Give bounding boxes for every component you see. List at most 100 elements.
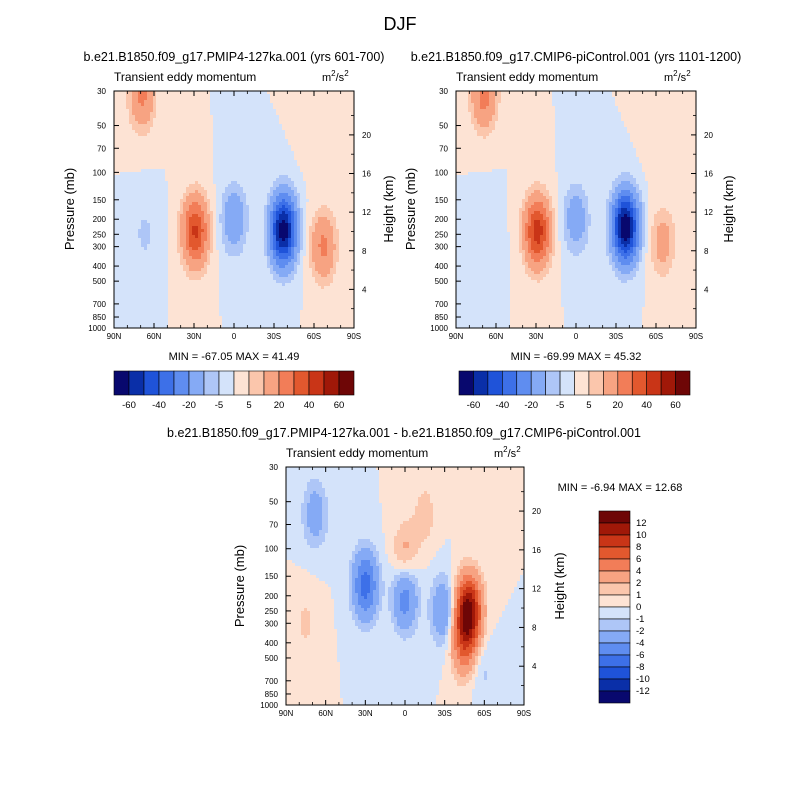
y2-tick-label: 8 <box>362 247 367 256</box>
x-tick-label: 90N <box>449 332 464 341</box>
min-max-stats: MIN = -6.94 MAX = 12.68 <box>558 482 683 494</box>
min-max-stats: MIN = -67.05 MAX = 41.49 <box>169 351 300 363</box>
colorbar: -60 -40 -20 -5 5 20 40 60 <box>113 370 355 411</box>
x-tick-label: 60S <box>307 332 321 341</box>
y-tick-label: 250 <box>93 230 107 239</box>
colorbar-box <box>598 654 631 668</box>
y2-tick-label: 4 <box>532 662 537 671</box>
y-tick-label: 700 <box>93 300 107 309</box>
colorbar-label: 60 <box>334 400 345 411</box>
y2-tick-label: 4 <box>362 285 367 294</box>
panel-title: b.e21.B1850.f09_g17.PMIP4-127ka.001 (yrs… <box>84 50 385 64</box>
y-tick-label: 150 <box>265 572 279 581</box>
colorbar-label: -5 <box>556 400 564 411</box>
colorbar-box <box>603 370 619 396</box>
y2-axis-label: Height (km) <box>381 175 396 242</box>
colorbar-box <box>278 370 295 396</box>
y2-tick-label: 20 <box>362 131 371 140</box>
y-tick-label: 700 <box>265 677 279 686</box>
units-label: m2/s2 <box>494 445 521 460</box>
colorbar-box <box>598 570 631 584</box>
x-tick-label: 60S <box>477 709 491 718</box>
y-tick-label: 850 <box>435 313 449 322</box>
contour-fill <box>286 467 524 705</box>
panel-subtitle: Transient eddy momentum <box>114 70 256 84</box>
y-tick-label: 150 <box>435 196 449 205</box>
x-tick-label: 0 <box>232 332 237 341</box>
colorbar-box <box>598 642 631 656</box>
y-tick-label: 200 <box>93 215 107 224</box>
colorbar-box <box>128 370 145 396</box>
x-tick-label: 60N <box>147 332 162 341</box>
y2-tick-label: 12 <box>532 585 541 594</box>
panel-difference: b.e21.B1850.f09_g17.PMIP4-127ka.001 - b.… <box>167 426 682 718</box>
colorbar-box <box>598 630 631 644</box>
colorbar-box <box>631 370 647 396</box>
colorbar-box <box>338 370 355 396</box>
contour-plot-area: 90N 60N 30N 0 30S 60S 90S 30 50 70 100 150 200 250 300… <box>88 87 371 341</box>
y-tick-label: 250 <box>435 230 449 239</box>
colorbar-box <box>598 522 631 536</box>
y-tick-label: 500 <box>93 277 107 286</box>
colorbar-label: 12 <box>636 518 647 529</box>
colorbar-box <box>218 370 235 396</box>
colorbar-label: -2 <box>636 626 644 637</box>
contour-fill <box>114 91 354 328</box>
y-tick-label: 50 <box>439 122 448 131</box>
y-tick-label: 250 <box>265 607 279 616</box>
colorbar-label: -20 <box>182 400 196 411</box>
colorbar-label: -20 <box>524 400 538 411</box>
y2-axis-label: Height (km) <box>721 175 736 242</box>
colorbar-label: 40 <box>641 400 652 411</box>
y-tick-label: 300 <box>265 619 279 628</box>
x-tick-label: 90S <box>517 709 531 718</box>
colorbar-box <box>660 370 676 396</box>
y-tick-label: 70 <box>439 144 448 153</box>
x-tick-label: 30N <box>187 332 202 341</box>
panel-title: b.e21.B1850.f09_g17.CMIP6-piControl.001 … <box>411 50 742 64</box>
y-tick-label: 400 <box>265 639 279 648</box>
colorbar-box <box>598 594 631 608</box>
y-tick-label: 70 <box>97 144 106 153</box>
colorbar-label: 1 <box>636 590 641 601</box>
colorbar-box <box>598 678 631 692</box>
figure-title: DJF <box>384 14 417 34</box>
colorbar-box <box>574 370 590 396</box>
colorbar: -60 -40 -20 -5 5 20 40 60 <box>458 370 691 411</box>
x-tick-label: 30S <box>438 709 452 718</box>
y-tick-label: 100 <box>435 168 449 177</box>
y-tick-label: 300 <box>435 243 449 252</box>
colorbar-label: -4 <box>636 638 644 649</box>
y-tick-label: 100 <box>265 545 279 554</box>
colorbar-box <box>248 370 265 396</box>
x-tick-label: 90N <box>279 709 294 718</box>
y2-tick-label: 16 <box>532 546 541 555</box>
colorbar-box <box>323 370 340 396</box>
y-tick-label: 500 <box>435 277 449 286</box>
colorbar-label: 20 <box>613 400 624 411</box>
y-tick-label: 30 <box>269 463 278 472</box>
y2-tick-label: 8 <box>532 623 537 632</box>
y-tick-label: 400 <box>93 262 107 271</box>
y-tick-label: 1000 <box>260 701 278 710</box>
y-tick-label: 30 <box>97 87 106 96</box>
colorbar-box <box>545 370 561 396</box>
x-tick-label: 90S <box>347 332 361 341</box>
colorbar-box <box>588 370 604 396</box>
x-tick-label: 30S <box>609 332 623 341</box>
colorbar-label: 6 <box>636 554 641 565</box>
colorbar-label: 4 <box>636 566 641 577</box>
y-tick-label: 30 <box>439 87 448 96</box>
contour-fill <box>456 91 696 328</box>
panel-subtitle: Transient eddy momentum <box>456 70 598 84</box>
y2-tick-label: 16 <box>362 170 371 179</box>
colorbar-box <box>143 370 160 396</box>
colorbar-box <box>617 370 633 396</box>
x-tick-label: 90S <box>689 332 703 341</box>
colorbar-label: 2 <box>636 578 641 589</box>
y-tick-label: 200 <box>435 215 449 224</box>
panel-subtitle: Transient eddy momentum <box>286 446 428 460</box>
y2-tick-label: 20 <box>704 131 713 140</box>
y-tick-label: 1000 <box>88 324 106 333</box>
